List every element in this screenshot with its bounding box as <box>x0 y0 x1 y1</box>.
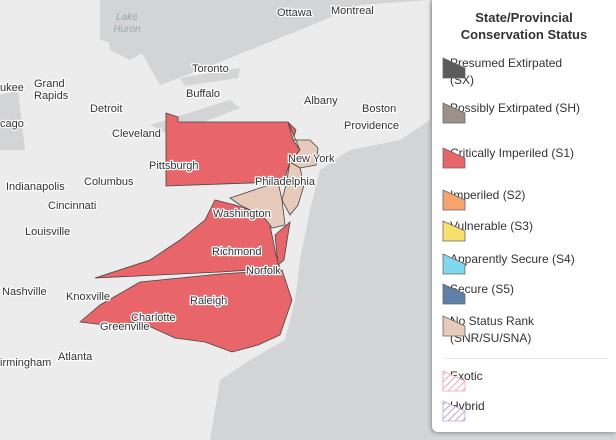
city-label: Norfolk <box>246 265 281 277</box>
state-va <box>94 199 281 279</box>
city-label: Washington <box>213 208 271 220</box>
legend-item: Presumed Extirpated (SX) <box>442 55 612 89</box>
city-label: ukee <box>0 82 24 94</box>
city-label: Nashville <box>2 286 47 298</box>
state-delmarva <box>274 220 291 266</box>
swatch <box>442 147 466 169</box>
city-label: Buffalo <box>186 88 220 100</box>
legend-label: No Status Rank (SNR/SU/SNA) <box>450 314 535 345</box>
state-nc <box>79 269 293 353</box>
legend-item: Critically Imperiled (S1) <box>442 145 612 169</box>
legend-item: Exotic <box>442 368 612 392</box>
city-label: Charlotte <box>131 312 176 324</box>
legend-item: Possibly Extirpated (SH) <box>442 100 612 124</box>
lake <box>0 90 25 150</box>
legend-item: Vulnerable (S3) <box>442 218 612 242</box>
legend-label: Imperiled (S2) <box>450 188 526 202</box>
city-label: Pittsburgh <box>149 160 199 172</box>
city-label: Greenville <box>100 321 150 333</box>
city-label: Providence <box>344 120 399 132</box>
city-label: Louisville <box>25 226 70 238</box>
city-label: Cincinnati <box>48 200 96 212</box>
city-label: Richmond <box>212 246 262 258</box>
legend: State/Provincial Conservation Status Pre… <box>432 0 616 432</box>
legend-title: State/Provincial Conservation Status <box>460 10 588 42</box>
swatch <box>442 370 466 392</box>
legend-item: No Status Rank (SNR/SU/SNA) <box>442 313 612 347</box>
legend-item: Apparently Secure (S4) <box>442 251 612 275</box>
legend-label: Possibly Extirpated (SH) <box>450 101 581 115</box>
legend-item: Hybrid <box>442 398 612 422</box>
city-label: Boston <box>362 103 396 115</box>
swatch <box>442 220 466 242</box>
swatch <box>442 253 466 275</box>
city-label: Detroit <box>90 103 122 115</box>
separator <box>444 358 608 359</box>
swatch <box>442 189 466 211</box>
legend-label: Exotic <box>450 369 483 383</box>
city-label: irmingham <box>0 357 51 369</box>
legend-item: Imperiled (S2) <box>442 187 612 211</box>
city-label: Grand Rapids <box>34 78 69 102</box>
lake <box>180 68 240 86</box>
legend-label: Presumed Extirpated (SX) <box>450 56 563 87</box>
city-label: Toronto <box>192 63 229 75</box>
city-label: cago <box>0 118 24 130</box>
city-label: Ottawa <box>277 7 313 19</box>
swatch <box>442 283 466 305</box>
legend-label: Vulnerable (S3) <box>450 219 533 233</box>
state-nj <box>281 161 305 216</box>
city-label: Indianapolis <box>6 181 65 193</box>
legend-label: Critically Imperiled (S1) <box>450 146 575 160</box>
state-md <box>229 181 286 229</box>
swatch <box>442 315 466 337</box>
city-label: Knoxville <box>66 291 110 303</box>
city-label: Columbus <box>84 176 134 188</box>
swatch <box>442 400 466 422</box>
legend-label: Secure (S5) <box>450 282 515 296</box>
city-label: Atlanta <box>58 351 93 363</box>
state-ny <box>287 121 319 169</box>
swatch <box>442 102 466 124</box>
city-label: Raleigh <box>190 295 227 307</box>
lake-label: Lake Huron <box>113 12 141 35</box>
city-label: Montreal <box>331 5 374 17</box>
city-label: Philadelphia <box>255 176 316 188</box>
legend-label: Apparently Secure (S4) <box>450 252 575 266</box>
legend-label: Hybrid <box>450 399 485 413</box>
state-pa <box>165 112 301 187</box>
city-label: Cleveland <box>112 128 161 140</box>
lake <box>100 0 170 60</box>
city-labels: Ottawa Montreal ukee Grand Rapids Toronto Buff… <box>0 4 400 371</box>
city-label: Albany <box>304 95 338 107</box>
swatch <box>442 57 466 79</box>
legend-item: Secure (S5) <box>442 281 612 305</box>
city-label: New York <box>288 153 335 165</box>
